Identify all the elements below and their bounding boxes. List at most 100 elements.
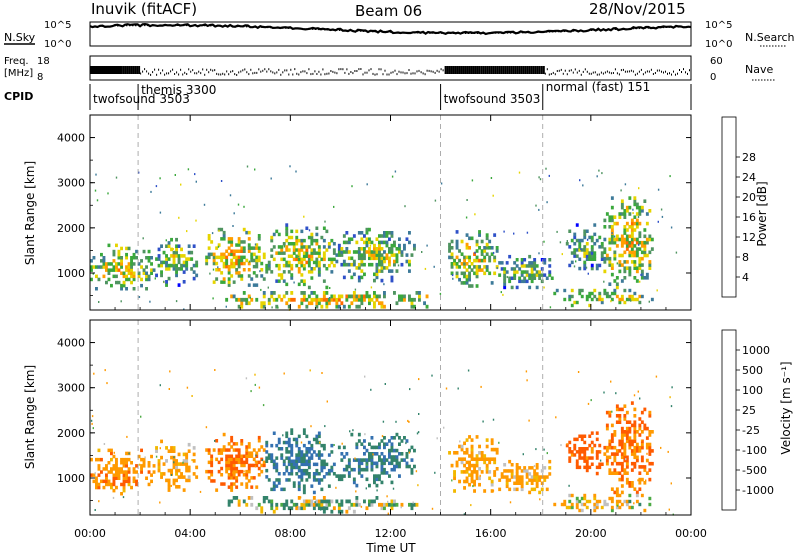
echo-cell bbox=[267, 263, 271, 268]
echo-cell bbox=[596, 175, 598, 178]
freq-mark bbox=[178, 73, 180, 76]
echo-cell bbox=[523, 270, 527, 274]
echo-cell bbox=[526, 379, 528, 382]
echo-cell bbox=[310, 447, 314, 451]
echo-cell bbox=[408, 294, 411, 299]
cpid-segment-label: twofsound 3503 bbox=[93, 92, 190, 106]
echo-cell bbox=[227, 460, 231, 465]
echo-cell bbox=[300, 297, 304, 302]
echo-cell bbox=[638, 205, 642, 210]
echo-cell bbox=[312, 478, 316, 482]
echo-cell bbox=[638, 417, 642, 421]
echo-cell bbox=[345, 297, 349, 302]
echo-cell bbox=[513, 487, 517, 492]
echo-cell bbox=[175, 462, 178, 466]
freq-mark bbox=[570, 69, 572, 72]
echo-cell bbox=[450, 271, 454, 276]
echo-cell bbox=[410, 445, 414, 450]
echo-cell bbox=[97, 457, 101, 462]
echo-cell bbox=[583, 456, 587, 460]
echo-cell bbox=[628, 436, 632, 440]
echo-cell bbox=[368, 455, 371, 459]
freq-mark bbox=[663, 71, 664, 74]
echo-cell bbox=[267, 267, 271, 271]
echo-cell bbox=[413, 247, 416, 251]
freq-mark bbox=[194, 72, 196, 75]
echo-cell bbox=[528, 254, 532, 259]
freq-mark bbox=[428, 69, 430, 72]
echo-cell bbox=[485, 265, 489, 269]
echo-cell bbox=[585, 459, 589, 463]
echo-cell bbox=[601, 172, 603, 175]
echo-cell bbox=[355, 442, 359, 446]
echo-cell bbox=[368, 247, 371, 251]
echo-cell bbox=[300, 475, 304, 479]
echo-cell bbox=[408, 262, 411, 267]
echo-cell bbox=[533, 464, 536, 467]
echo-cell bbox=[540, 469, 544, 473]
echo-cell bbox=[640, 209, 644, 213]
echo-cell bbox=[245, 454, 249, 458]
echo-cell bbox=[205, 255, 209, 260]
echo-cell bbox=[342, 275, 346, 280]
echo-cell bbox=[98, 301, 100, 303]
echo-cell bbox=[575, 502, 579, 507]
echo-cell bbox=[321, 372, 323, 374]
echo-cell bbox=[357, 262, 361, 267]
echo-cell bbox=[375, 452, 379, 456]
freq-mark bbox=[202, 68, 204, 71]
echo-cell bbox=[600, 257, 604, 261]
echo-cell bbox=[302, 267, 306, 271]
echo-cell bbox=[638, 445, 642, 450]
echo-cell bbox=[147, 482, 151, 487]
echo-cell bbox=[325, 248, 329, 252]
echo-cell bbox=[495, 249, 499, 253]
echo-cell bbox=[628, 430, 632, 434]
echo-cell bbox=[287, 450, 291, 454]
echo-cell bbox=[310, 484, 314, 488]
echo-cell bbox=[147, 464, 151, 468]
nsky-tick-bottom: 10^0 bbox=[44, 39, 71, 50]
echo-cell bbox=[320, 443, 324, 448]
echo-cell bbox=[297, 481, 301, 485]
freq-mark bbox=[412, 72, 414, 75]
echo-cell bbox=[255, 506, 259, 511]
echo-cell bbox=[212, 255, 216, 260]
echo-cell bbox=[247, 469, 251, 474]
echo-cell bbox=[625, 234, 629, 239]
freq-mark bbox=[286, 69, 288, 72]
echo-cell bbox=[623, 458, 627, 463]
echo-cell bbox=[400, 458, 404, 462]
echo-cell bbox=[297, 465, 301, 470]
echo-cell bbox=[177, 485, 181, 489]
echo-cell bbox=[408, 420, 410, 423]
echo-cell bbox=[395, 269, 399, 273]
nave-label: Nave bbox=[745, 63, 773, 76]
echo-cell bbox=[433, 265, 435, 268]
echo-cell bbox=[307, 502, 311, 507]
echo-cell bbox=[410, 467, 414, 472]
echo-cell bbox=[390, 247, 394, 251]
echo-cell bbox=[235, 297, 239, 302]
freq-mark bbox=[274, 72, 276, 75]
echo-cell bbox=[222, 482, 226, 486]
echo-cell bbox=[261, 459, 264, 461]
echo-cell bbox=[370, 502, 374, 507]
echo-cell bbox=[669, 175, 671, 178]
echo-cell bbox=[535, 481, 539, 485]
echo-cell bbox=[480, 258, 484, 263]
echo-cell bbox=[187, 465, 191, 470]
echo-cell bbox=[603, 502, 607, 507]
echo-cell bbox=[310, 248, 314, 252]
echo-cell bbox=[370, 455, 374, 459]
echo-cell bbox=[618, 471, 622, 475]
echo-cell bbox=[340, 253, 344, 257]
echo-cell bbox=[640, 465, 644, 469]
echo-cell bbox=[255, 451, 259, 455]
echo-cell bbox=[588, 235, 592, 240]
echo-cell bbox=[145, 476, 148, 480]
echo-cell bbox=[383, 461, 386, 466]
freq-mark bbox=[162, 69, 164, 72]
echo-cell bbox=[275, 279, 279, 283]
